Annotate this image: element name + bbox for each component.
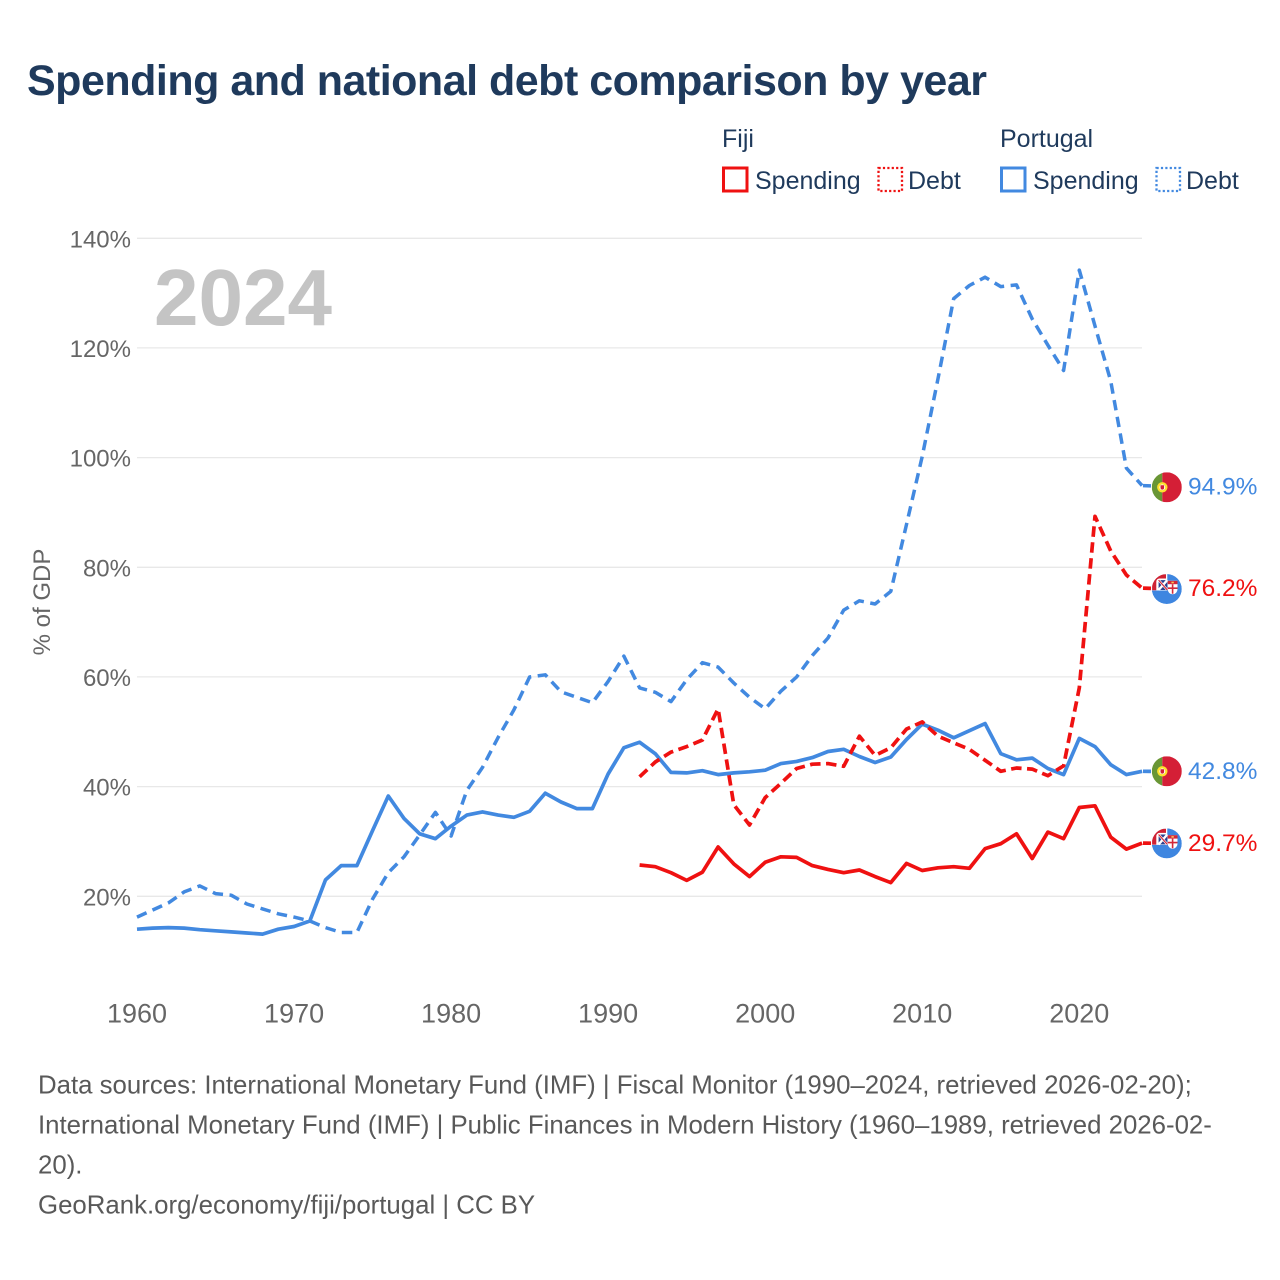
svg-text:40%: 40%	[83, 775, 131, 802]
svg-text:2024: 2024	[154, 253, 332, 342]
svg-text:Portugal: Portugal	[1000, 125, 1093, 153]
svg-text:29.7%: 29.7%	[1188, 830, 1257, 857]
svg-text:2010: 2010	[892, 999, 952, 1029]
svg-text:Spending: Spending	[1033, 167, 1139, 195]
svg-text:Spending and national debt com: Spending and national debt comparison by…	[27, 57, 987, 105]
svg-text:% of GDP: % of GDP	[29, 549, 56, 656]
svg-text:20).: 20).	[38, 1152, 82, 1180]
svg-text:42.8%: 42.8%	[1188, 758, 1257, 785]
svg-text:100%: 100%	[70, 446, 131, 473]
svg-text:Debt: Debt	[1186, 167, 1239, 195]
svg-text:1960: 1960	[107, 999, 167, 1029]
svg-text:60%: 60%	[83, 665, 131, 692]
svg-text:2000: 2000	[735, 999, 795, 1029]
svg-text:140%: 140%	[70, 226, 131, 253]
svg-text:Debt: Debt	[908, 167, 961, 195]
svg-text:Fiji: Fiji	[722, 125, 754, 153]
svg-text:94.9%: 94.9%	[1188, 474, 1257, 501]
svg-text:120%: 120%	[70, 336, 131, 363]
svg-text:GeoRank.org/economy/fiji/portu: GeoRank.org/economy/fiji/portugal | CC B…	[38, 1192, 535, 1220]
svg-text:1970: 1970	[264, 999, 324, 1029]
svg-text:76.2%: 76.2%	[1188, 575, 1257, 602]
svg-text:1990: 1990	[578, 999, 638, 1029]
svg-text:Data sources: International Mo: Data sources: International Monetary Fun…	[38, 1072, 1192, 1100]
svg-text:80%: 80%	[83, 555, 131, 582]
svg-text:20%: 20%	[83, 884, 131, 911]
svg-text:International Monetary Fund (I: International Monetary Fund (IMF) | Publ…	[38, 1112, 1212, 1140]
svg-text:1980: 1980	[421, 999, 481, 1029]
svg-text:2020: 2020	[1049, 999, 1109, 1029]
svg-text:Spending: Spending	[755, 167, 861, 195]
